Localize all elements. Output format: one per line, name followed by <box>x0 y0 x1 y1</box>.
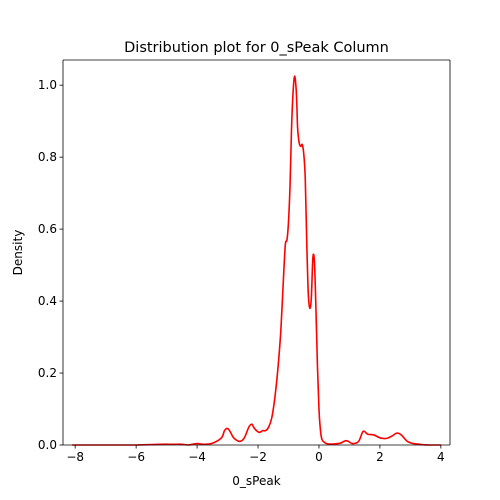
y-tick-label: 0.6 <box>38 222 57 236</box>
x-tick-label: 2 <box>376 450 384 464</box>
x-tick-label: −2 <box>249 450 267 464</box>
y-tick-label: 1.0 <box>38 78 57 92</box>
y-tick-label: 0.2 <box>38 366 57 380</box>
y-axis-label: Density <box>11 230 25 276</box>
x-axis-label: 0_sPeak <box>232 474 280 488</box>
y-tick-label: 0.4 <box>38 294 57 308</box>
plot-area <box>63 60 450 445</box>
x-tick-label: −8 <box>66 450 84 464</box>
axes-layer <box>62 59 451 446</box>
y-tick-label: 0.8 <box>38 150 57 164</box>
density-line <box>72 75 441 446</box>
series-layer <box>72 75 441 446</box>
x-tick-label: 4 <box>437 450 445 464</box>
x-tick-label: −6 <box>127 450 145 464</box>
y-tick-label: 0.0 <box>38 438 57 452</box>
x-tick-label: 0 <box>315 450 323 464</box>
chart-title: Distribution plot for 0_sPeak Column <box>124 40 389 56</box>
ticks-layer: −8 −6 −4 −2 0 2 4 0.0 0.2 0.4 0.6 0.8 1.0 <box>38 78 445 464</box>
x-tick-label: −4 <box>188 450 206 464</box>
